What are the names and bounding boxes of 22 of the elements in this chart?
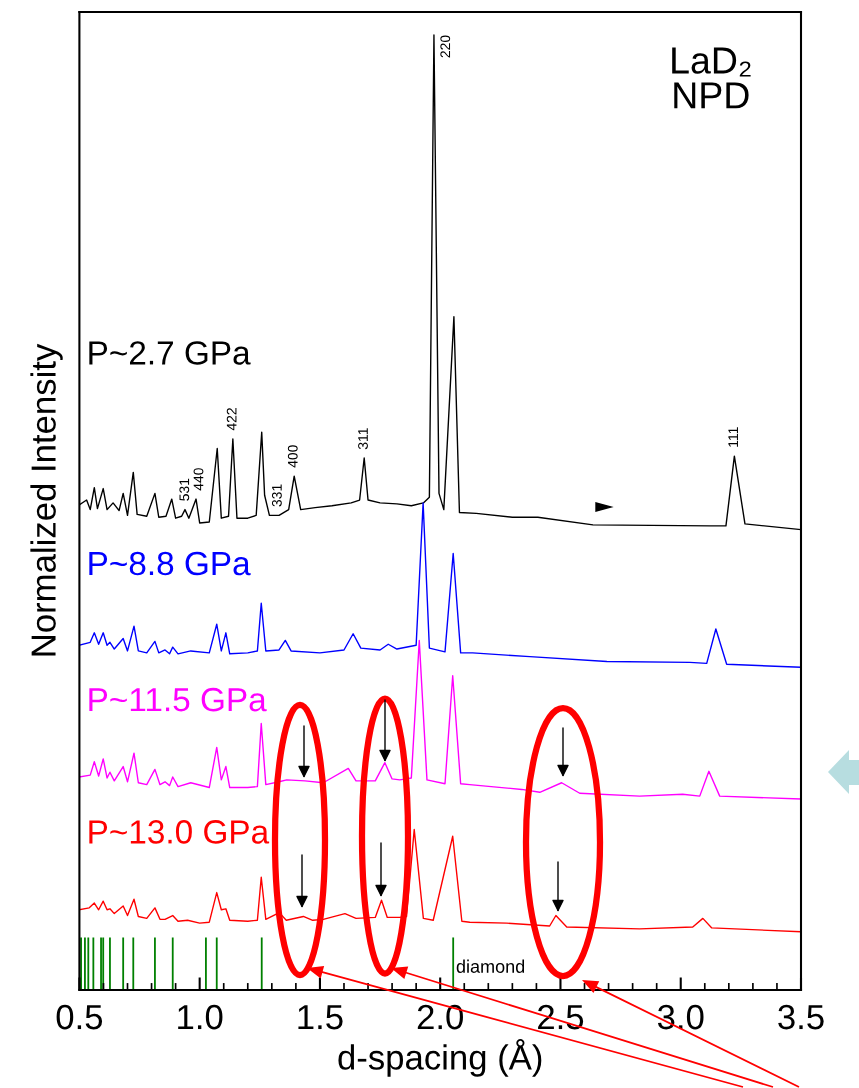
x-tick-label: 2.0 — [417, 1004, 463, 1030]
series-label: P~11.5 GPa — [89, 687, 267, 712]
x-tick-label: 1.5 — [298, 1005, 343, 1030]
annotation: 331 — [271, 484, 282, 507]
x-tick-label: 0.5 — [56, 1004, 103, 1030]
series-label: P~13.0 GPa — [89, 820, 270, 844]
text: P~2.7 GPa — [89, 341, 251, 365]
annotation: 111 — [728, 427, 738, 447]
annotation: diamond — [456, 959, 525, 973]
x-axis-title: d-spacing (Å) — [338, 1039, 542, 1077]
x-tick-label: 3.5 — [778, 1004, 824, 1030]
annotation: 400 — [287, 445, 298, 468]
annotation: 220 — [440, 35, 451, 58]
x-tick-label: 3.0 — [657, 1004, 704, 1030]
y-axis-title: Normalized Intensity — [30, 343, 63, 656]
series-label: P~8.8 GPa — [89, 551, 251, 576]
annotation: 422 — [226, 408, 237, 431]
annotation: LaD₂ NPD — [672, 47, 751, 109]
annotation: 440 — [193, 468, 204, 491]
x-tick-label: 1.0 — [178, 1004, 223, 1030]
annotation: 311 — [358, 428, 368, 450]
annotation: 531 — [179, 478, 190, 501]
